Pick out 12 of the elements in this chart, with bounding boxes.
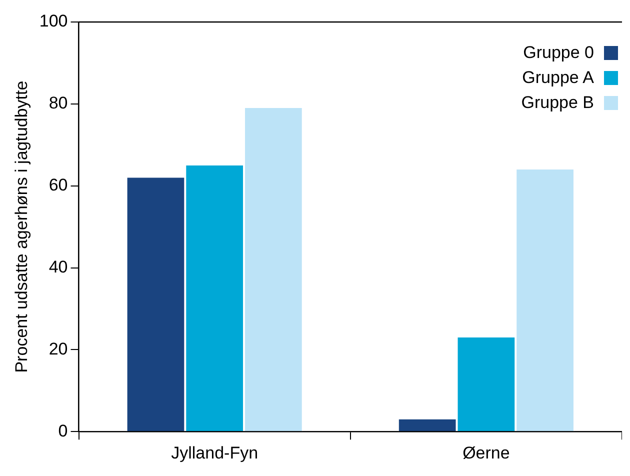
x-tick-label: Øerne bbox=[462, 443, 510, 462]
x-tick-label: Jylland-Fyn bbox=[171, 443, 258, 462]
legend-label: Gruppe B bbox=[521, 92, 594, 114]
y-axis-title: Procent udsatte agerhøns i jagtudbytte bbox=[12, 80, 31, 373]
y-tick-label: 100 bbox=[39, 12, 68, 31]
y-tick-label: 40 bbox=[48, 257, 68, 276]
legend-label: Gruppe A bbox=[522, 67, 594, 89]
y-tick-label: 0 bbox=[58, 421, 68, 440]
y-tick-label: 20 bbox=[48, 339, 68, 358]
legend-label: Gruppe 0 bbox=[523, 42, 594, 64]
y-tick-label: 80 bbox=[48, 94, 68, 113]
y-tick-label: 60 bbox=[48, 176, 68, 195]
